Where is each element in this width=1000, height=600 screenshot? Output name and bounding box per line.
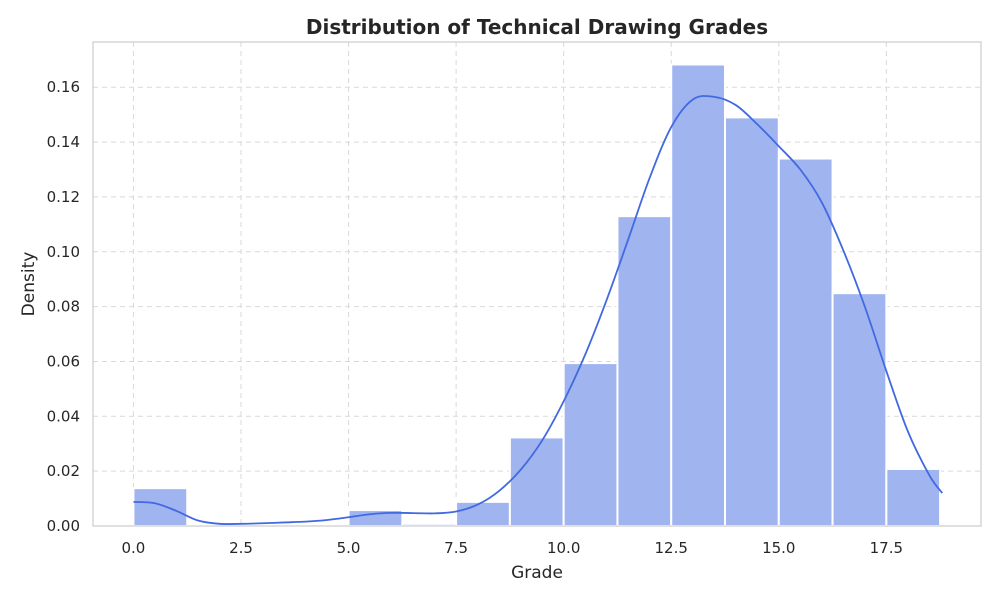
x-tick-label: 5.0 — [337, 539, 361, 557]
histogram-bar — [831, 292, 888, 527]
histogram-bar — [562, 362, 619, 528]
tick-layer: 0.0 2.5 5.0 7.5 10.0 12.5 15.0 17.5 0.00 0.02 0.04… — [47, 78, 903, 557]
x-tick-label: 15.0 — [762, 539, 795, 557]
histogram-bar — [777, 157, 834, 527]
chart-title: Distribution of Technical Drawing Grades — [306, 15, 768, 39]
x-tick-label: 12.5 — [655, 539, 688, 557]
x-tick-label: 0.0 — [122, 539, 146, 557]
y-tick-label: 0.10 — [47, 243, 80, 261]
histogram-bar — [508, 436, 565, 528]
y-tick-label: 0.14 — [47, 133, 80, 151]
histogram-bar — [670, 63, 727, 528]
y-tick-label: 0.04 — [47, 407, 80, 425]
y-axis-label: Density — [19, 252, 39, 317]
y-tick-label: 0.16 — [47, 78, 80, 96]
x-axis-label: Grade — [511, 563, 563, 583]
histogram-bar — [616, 215, 673, 527]
histogram-bar — [885, 467, 942, 527]
y-tick-label: 0.06 — [47, 352, 80, 370]
histogram-bar — [132, 487, 189, 527]
grid-layer — [93, 42, 981, 527]
histogram-bar — [724, 116, 780, 527]
x-tick-label: 2.5 — [229, 539, 253, 557]
y-tick-label: 0.02 — [47, 462, 80, 480]
x-tick-label: 7.5 — [444, 539, 468, 557]
bar-layer — [132, 63, 942, 528]
kde-layer — [133, 95, 944, 525]
kde-line — [133, 95, 944, 525]
y-tick-label: 0.08 — [47, 298, 80, 316]
plot-frame — [92, 41, 982, 527]
x-tick-label: 17.5 — [870, 539, 903, 557]
x-tick-label: 10.0 — [547, 539, 580, 557]
y-tick-label: 0.00 — [47, 517, 80, 535]
histogram-bar — [455, 500, 511, 528]
y-tick-label: 0.12 — [47, 188, 80, 206]
